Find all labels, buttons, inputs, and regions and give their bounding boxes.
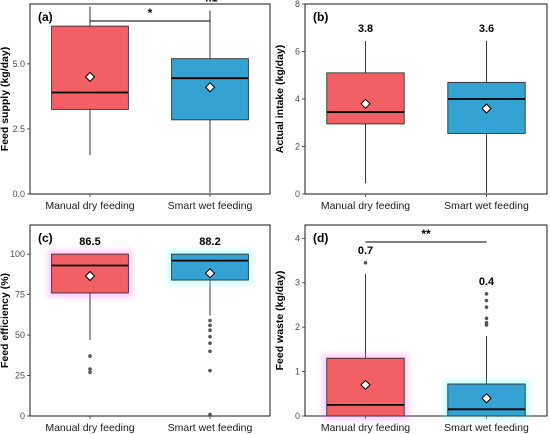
mean-marker (360, 98, 371, 109)
outlier-point (208, 368, 212, 373)
box-smart: 3.6 (447, 23, 526, 193)
box-manual: 3.8 (326, 23, 405, 184)
y-tick-label: 75 (15, 290, 25, 300)
mean-marker (204, 268, 216, 279)
mean-label: 4.1 (202, 0, 217, 5)
mean-marker (360, 379, 371, 391)
y-tick-label: 2 (295, 142, 300, 152)
mean-marker (84, 71, 96, 83)
significance-label: ** (421, 227, 431, 241)
mean-marker (481, 103, 492, 114)
y-tick-label: 50 (15, 330, 25, 340)
outlier-point (208, 412, 212, 417)
x-tick-label: Smart wet feeding (444, 422, 529, 434)
chart-panel-2: 0 2 4 6 8 Actual intake (kg/day) (b) Manual dry… (274, 0, 548, 212)
y-tick-label: 25 (15, 371, 25, 381)
panel-label: (c) (38, 231, 53, 245)
y-tick-label: 6 (295, 47, 300, 57)
iqr-box (326, 72, 405, 125)
y-axis-label: Actual intake (kg/day) (274, 45, 286, 154)
panel-label: (a) (38, 10, 53, 24)
y-tick-label: 2 (295, 322, 300, 332)
box-manual: 4.5 (51, 0, 129, 155)
box-smart: 0.4 (443, 276, 530, 420)
outlier-point (484, 316, 489, 321)
panel-label: (d) (313, 231, 328, 245)
y-tick-label: 100 (10, 249, 25, 259)
outlier-point (208, 323, 212, 328)
x-tick-label: Manual dry feeding (321, 422, 410, 434)
significance-label: * (148, 6, 153, 20)
y-tick-label: 0 (295, 411, 300, 421)
x-tick-label: Smart wet feeding (168, 422, 253, 434)
outlier-point (88, 370, 92, 375)
x-tick-label: Manual dry feeding (45, 422, 134, 434)
y-tick-label: 5.0 (12, 59, 25, 69)
box-smart: 88.2 (167, 236, 253, 417)
x-tick-label: Manual dry feeding (321, 200, 410, 212)
outlier-point (208, 318, 212, 323)
chart-panel-3: 0 25 50 75 100 Feed efficiency (%) (c) Manual d… (0, 224, 271, 434)
outlier-point (484, 305, 489, 309)
y-tick-label: 0 (295, 189, 300, 199)
y-tick-label: 1 (295, 367, 300, 377)
mean-label: 0.7 (358, 245, 373, 257)
outlier-point (208, 328, 212, 333)
y-tick-label: 4 (295, 94, 300, 104)
y-tick-label: 0.0 (12, 189, 25, 199)
y-tick-label: 4 (295, 233, 300, 243)
mean-marker (84, 270, 96, 282)
outlier-point (208, 341, 212, 345)
chart-panel-4: 0 1 2 3 4 Feed waste (kg/day) (d) Manual dry fe… (274, 224, 548, 434)
mean-label: 88.2 (199, 236, 220, 248)
y-axis-label: Feed waste (kg/day) (274, 271, 286, 371)
outlier-point (208, 334, 212, 339)
mean-label: 86.5 (79, 236, 100, 248)
mean-marker (204, 82, 216, 93)
y-tick-label: 3 (295, 278, 300, 288)
mean-marker (481, 393, 492, 404)
x-tick-label: Smart wet feeding (444, 200, 529, 212)
outlier-point (363, 260, 368, 265)
box-manual: 0.7 (322, 245, 409, 420)
panel-label: (b) (313, 10, 328, 24)
iqr-box (51, 25, 129, 110)
y-tick-label: 0 (20, 411, 25, 421)
x-tick-label: Smart wet feeding (168, 200, 253, 212)
outlier-point (484, 298, 489, 303)
outlier-point (484, 292, 489, 296)
outlier-point (484, 323, 489, 327)
outlier-point (88, 354, 92, 358)
mean-label: 3.6 (479, 23, 494, 35)
x-tick-label: Manual dry feeding (45, 200, 134, 212)
y-axis-label: Feed efficiency (%) (0, 273, 11, 368)
outlier-point (88, 367, 92, 371)
mean-label: 0.4 (479, 276, 495, 288)
y-axis-label: Feed supply (kg/day) (0, 47, 11, 151)
mean-label: 3.8 (358, 23, 373, 35)
box-smart: 4.1 (171, 0, 249, 193)
mean-label: 4.5 (82, 0, 97, 1)
y-tick-label: 8 (295, 0, 300, 9)
y-tick-label: 2.5 (12, 124, 25, 134)
box-manual: 86.5 (47, 236, 133, 375)
outlier-point (208, 349, 212, 354)
